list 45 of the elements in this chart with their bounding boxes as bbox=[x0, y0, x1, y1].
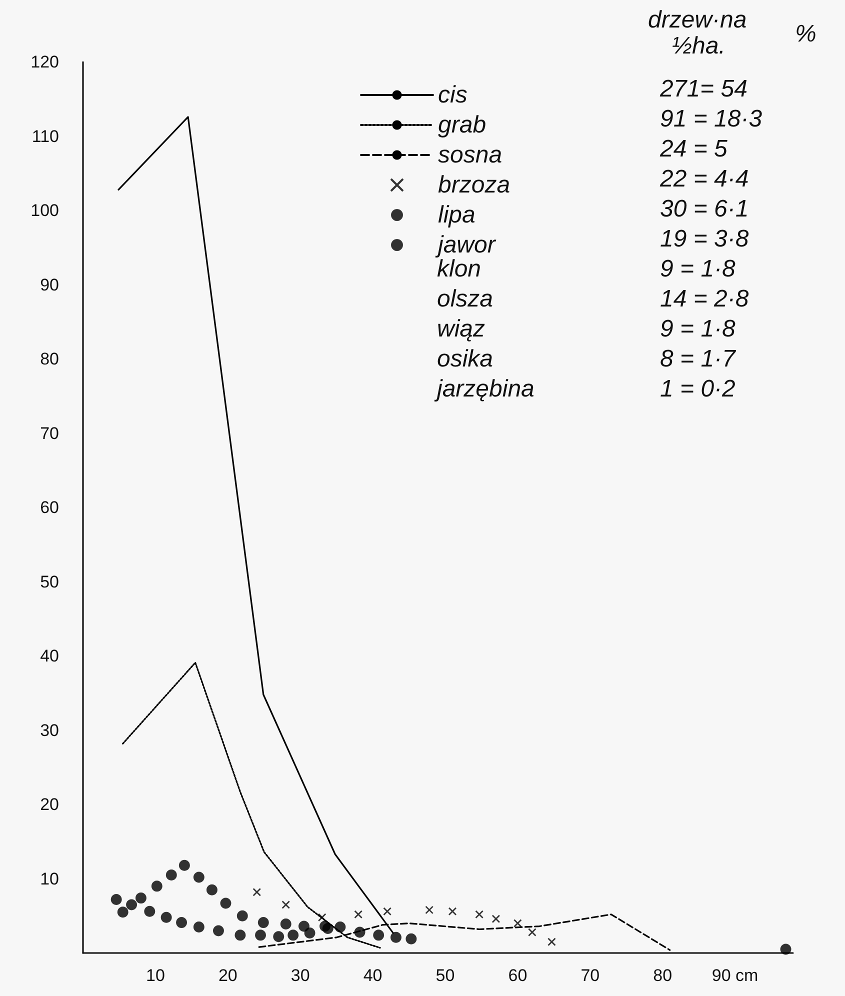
x-tick-label: 30 bbox=[290, 966, 310, 985]
x-tick-label: 80 bbox=[653, 966, 672, 985]
legend-label: lipa bbox=[438, 202, 476, 228]
annotation: olsza bbox=[437, 286, 494, 312]
y-tick-label: 110 bbox=[32, 126, 59, 146]
y-tick-label: 80 bbox=[40, 350, 59, 368]
legend-label: jawor bbox=[435, 232, 496, 258]
text: drzew·na bbox=[648, 6, 747, 34]
annotation: wiąz bbox=[437, 316, 486, 342]
y-tick-label: 50 bbox=[40, 572, 59, 592]
y-tick-label: 60 bbox=[40, 498, 59, 517]
annotation: 9 = 1·8 bbox=[660, 316, 736, 342]
x-tick-label: 10 bbox=[146, 966, 165, 985]
annotation: jarzębina bbox=[434, 376, 534, 402]
legend-label: grab bbox=[438, 112, 486, 138]
y-tick-label: 100 bbox=[30, 201, 59, 220]
annotation: 8 = 1·7 bbox=[660, 346, 738, 372]
y-tick-label: 20 bbox=[40, 795, 59, 814]
x-tick-label: 40 bbox=[363, 966, 382, 985]
legend-label: sosna bbox=[438, 142, 502, 168]
legend-label: cis bbox=[438, 82, 468, 108]
y-tick-label: 70 bbox=[40, 424, 59, 443]
x-tick-label: 70 bbox=[580, 966, 600, 985]
y-tick-label: 10 bbox=[40, 869, 59, 888]
annotation: 30 = 6·1 bbox=[660, 196, 749, 222]
x-tick-label: 60 bbox=[508, 966, 528, 985]
legend-label: brzoza bbox=[438, 172, 510, 198]
annotation: 24 = 5 bbox=[659, 136, 728, 162]
text: ½ha. bbox=[672, 32, 726, 60]
y-tick-label: 30 bbox=[40, 720, 59, 740]
annotation: 14 = 2·8 bbox=[660, 286, 750, 312]
text: % bbox=[795, 20, 816, 48]
x-tick-label: 20 bbox=[218, 966, 238, 985]
x-tick-label: 90 cm bbox=[712, 966, 758, 985]
y-tick-label: 40 bbox=[40, 646, 59, 666]
annotation: osika bbox=[437, 346, 494, 372]
annotation: 91 = 18·3 bbox=[660, 106, 763, 132]
annotation: 1 = 0·2 bbox=[660, 376, 736, 402]
annotation: 22 = 4·4 bbox=[659, 166, 749, 192]
annotation: 271= 54 bbox=[659, 76, 748, 102]
y-tick-label: 120 bbox=[30, 52, 59, 72]
annotation: 9 = 1·8 bbox=[660, 256, 736, 282]
annotation: 19 = 3·8 bbox=[660, 226, 750, 252]
y-tick-label: 90 bbox=[40, 275, 59, 294]
x-tick-label: 50 bbox=[436, 966, 455, 985]
